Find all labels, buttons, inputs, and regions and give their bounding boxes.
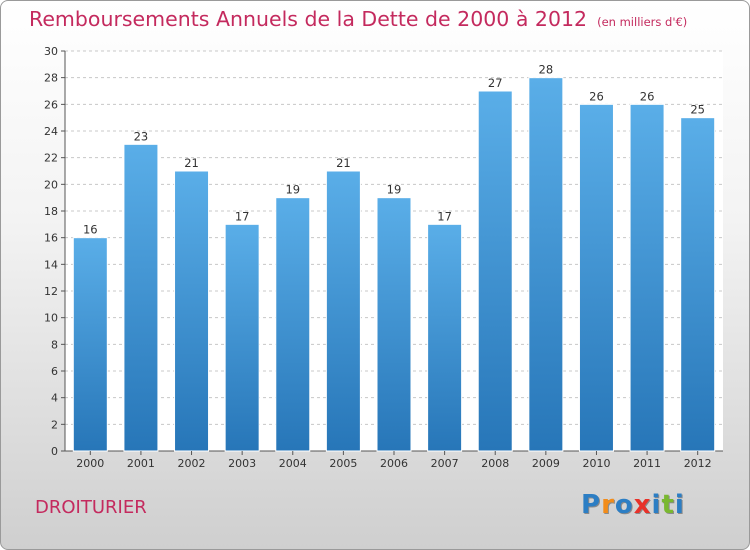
bar-value-label: 23	[134, 129, 149, 143]
bar	[275, 197, 311, 452]
bar	[477, 90, 513, 452]
y-tick-label: 22	[44, 152, 58, 165]
logo-letter: o	[614, 490, 634, 520]
y-tick-label: 2	[51, 418, 58, 431]
bar	[680, 117, 716, 452]
bar-value-label: 26	[640, 89, 655, 103]
bar	[72, 237, 108, 452]
logo-letter: t	[661, 490, 675, 520]
y-tick-label: 14	[44, 258, 58, 271]
bar	[528, 77, 564, 452]
x-tick-label: 2011	[633, 457, 661, 470]
x-tick-label: 2003	[228, 457, 256, 470]
y-tick-label: 6	[51, 365, 58, 378]
y-tick-label: 16	[44, 232, 58, 245]
proxiti-logo: Proxiti	[581, 490, 685, 520]
y-tick-label: 18	[44, 205, 58, 218]
y-tick-label: 0	[51, 445, 58, 458]
logo-letter: P	[581, 490, 602, 520]
x-tick-label: 2007	[431, 457, 459, 470]
bar-value-label: 21	[184, 156, 199, 170]
bar-value-label: 19	[285, 183, 300, 197]
logo-letter: x	[633, 490, 652, 520]
y-tick-label: 20	[44, 178, 58, 191]
x-tick-label: 2002	[178, 457, 206, 470]
x-tick-label: 2005	[329, 457, 357, 470]
bar-value-label: 21	[336, 156, 351, 170]
bar	[578, 103, 614, 452]
bar	[174, 170, 210, 452]
y-tick-label: 12	[44, 285, 58, 298]
bar-value-label: 19	[387, 183, 402, 197]
logo-letter: i	[674, 490, 685, 520]
y-tick-label: 30	[44, 45, 58, 58]
y-tick-label: 26	[44, 98, 58, 111]
x-tick-label: 2010	[582, 457, 610, 470]
y-tick-label: 4	[51, 392, 58, 405]
bar	[325, 170, 361, 452]
bar	[376, 197, 412, 452]
x-tick-label: 2001	[127, 457, 155, 470]
y-tick-label: 24	[44, 125, 58, 138]
bar-value-label: 17	[235, 209, 250, 223]
x-tick-label: 2004	[279, 457, 307, 470]
title-text: Remboursements Annuels de la Dette de 20…	[29, 7, 588, 31]
bar-value-label: 17	[437, 209, 452, 223]
bar	[629, 103, 665, 452]
logo-letter: i	[651, 490, 662, 520]
x-tick-label: 2000	[76, 457, 104, 470]
x-tick-label: 2006	[380, 457, 408, 470]
bar-value-label: 26	[589, 89, 604, 103]
logo-letter: r	[601, 490, 615, 520]
bar-value-label: 27	[488, 76, 503, 90]
bar-value-label: 16	[83, 223, 98, 237]
y-tick-label: 10	[44, 312, 58, 325]
x-tick-label: 2012	[684, 457, 712, 470]
chart-title: Remboursements Annuels de la Dette de 20…	[29, 7, 687, 31]
bar-value-label: 28	[539, 63, 554, 77]
bar-value-label: 25	[690, 103, 705, 117]
bar	[224, 223, 260, 452]
title-unit: (en milliers d'€)	[597, 15, 688, 29]
bar	[123, 143, 159, 452]
x-tick-label: 2008	[481, 457, 509, 470]
x-tick-label: 2009	[532, 457, 560, 470]
bar	[427, 223, 463, 452]
y-tick-label: 8	[51, 338, 58, 351]
commune-name: DROITURIER	[35, 497, 147, 518]
y-tick-label: 28	[44, 72, 58, 85]
